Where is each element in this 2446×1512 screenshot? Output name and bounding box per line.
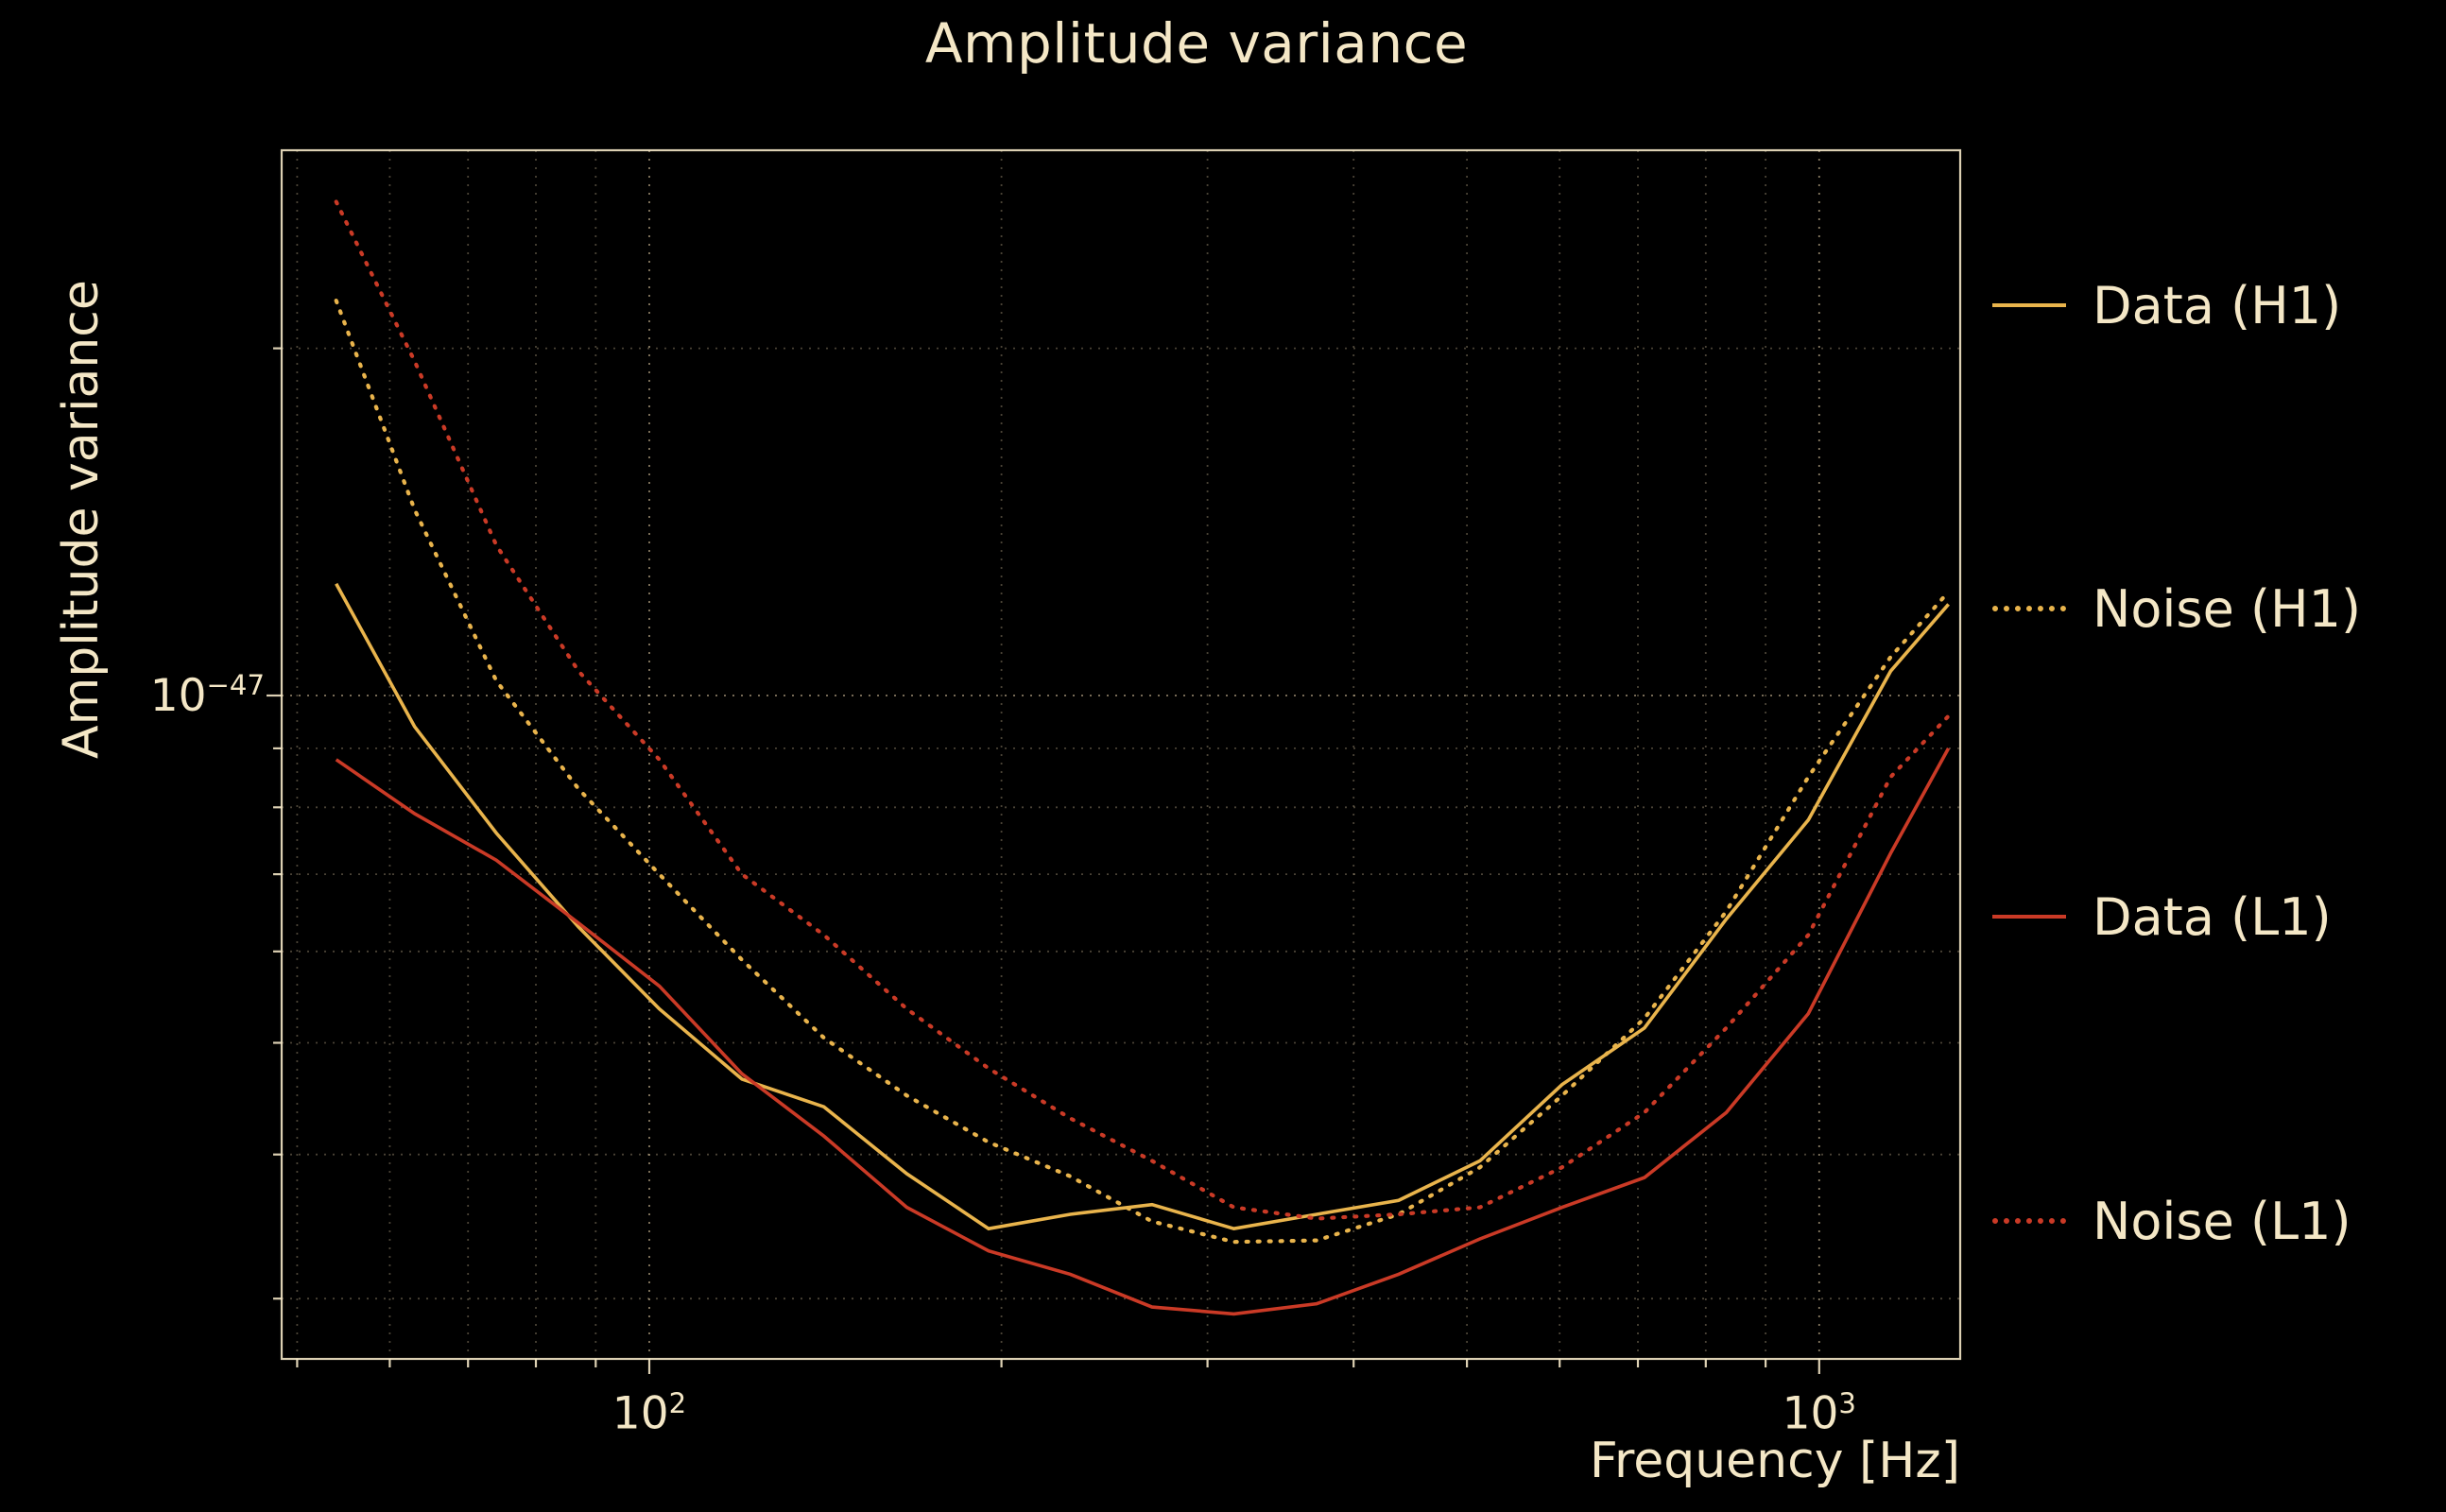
legend-line-sample-noise-h1 (1992, 606, 2066, 611)
gridlines (282, 150, 1960, 1359)
legend-entry-noise-h1: Noise (H1) (1992, 578, 2361, 639)
legend-entry-data-h1: Data (H1) (1992, 275, 2341, 335)
legend-entry-noise-l1: Noise (L1) (1992, 1191, 2351, 1251)
series-line-noise-l1 (334, 199, 1951, 1221)
legend-label-data-h1: Data (H1) (2093, 275, 2342, 335)
axes-spines (280, 148, 1962, 1361)
series-line-data-l1 (335, 747, 1951, 1316)
x-tick-label: 102 (612, 1387, 687, 1440)
legend-line-sample-data-h1 (1992, 303, 2066, 307)
x-tick-label: 103 (1782, 1387, 1856, 1440)
y-axis-label: Amplitude variance (53, 280, 110, 760)
x-axis-label: Frequency [Hz] (1589, 1433, 1960, 1489)
data-series (334, 199, 1951, 1316)
legend-line-sample-noise-l1 (1992, 1218, 2066, 1224)
legend-line-sample-data-l1 (1992, 915, 2066, 919)
legend-entry-data-l1: Data (L1) (1992, 886, 2332, 947)
legend-label-data-l1: Data (L1) (2093, 886, 2332, 947)
y-tick-label: 10−47 (149, 669, 265, 722)
plot-border (280, 148, 1962, 1361)
series-line-noise-h1 (334, 299, 1951, 1245)
chart-title: Amplitude variance (924, 11, 1469, 76)
legend-label-noise-h1: Noise (H1) (2093, 578, 2362, 639)
legend-label-noise-l1: Noise (L1) (2093, 1191, 2351, 1251)
series-line-data-h1 (335, 582, 1950, 1231)
axis-ticks (267, 347, 1820, 1374)
